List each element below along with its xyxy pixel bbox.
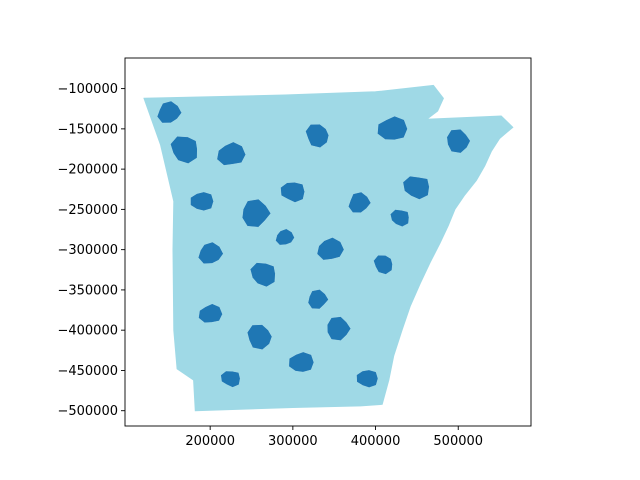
x-axis: 200000 300000 400000 500000 bbox=[185, 426, 483, 449]
x-tick-label-4: 500000 bbox=[433, 434, 483, 449]
y-tick-label-5: −300000 bbox=[57, 243, 118, 258]
region-5 bbox=[446, 128, 471, 154]
region-19 bbox=[356, 369, 379, 388]
region-15 bbox=[198, 303, 223, 324]
axes-frame bbox=[124, 57, 532, 427]
x-tick-label-3: 400000 bbox=[351, 434, 401, 449]
regions-layer bbox=[156, 100, 471, 388]
region-23 bbox=[390, 209, 410, 227]
region-9 bbox=[348, 191, 372, 213]
region-18 bbox=[326, 316, 352, 341]
region-24 bbox=[275, 228, 295, 246]
region-20 bbox=[307, 289, 329, 310]
region-13 bbox=[316, 237, 345, 261]
region-16 bbox=[246, 324, 273, 350]
y-tick-label-1: −100000 bbox=[57, 82, 118, 97]
region-12 bbox=[249, 262, 276, 288]
y-tick-label-2: −150000 bbox=[57, 122, 118, 137]
region-7 bbox=[241, 198, 272, 228]
y-tick-label-3: −200000 bbox=[57, 163, 118, 178]
y-tick-label-9: −500000 bbox=[57, 404, 118, 419]
y-tick-label-8: −450000 bbox=[57, 364, 118, 379]
y-axis: −100000 −150000 −200000 −250000 −300000 −3500… bbox=[57, 82, 125, 419]
y-tick-label-6: −350000 bbox=[57, 283, 118, 298]
region-17 bbox=[288, 351, 315, 373]
region-6 bbox=[190, 191, 214, 212]
region-10 bbox=[402, 175, 430, 200]
region-8 bbox=[280, 182, 305, 203]
region-1 bbox=[170, 136, 198, 164]
x-tick-label-2: 300000 bbox=[268, 434, 318, 449]
map-layer bbox=[143, 84, 514, 412]
x-tick-label-1: 200000 bbox=[185, 434, 235, 449]
region-22 bbox=[156, 100, 182, 124]
region-21 bbox=[220, 370, 241, 388]
y-tick-label-7: −400000 bbox=[57, 324, 118, 339]
region-2 bbox=[216, 141, 246, 166]
region-4 bbox=[377, 115, 408, 141]
y-tick-label-4: −250000 bbox=[57, 203, 118, 218]
region-11 bbox=[197, 241, 224, 265]
region-3 bbox=[305, 123, 330, 148]
region-14 bbox=[373, 254, 393, 275]
